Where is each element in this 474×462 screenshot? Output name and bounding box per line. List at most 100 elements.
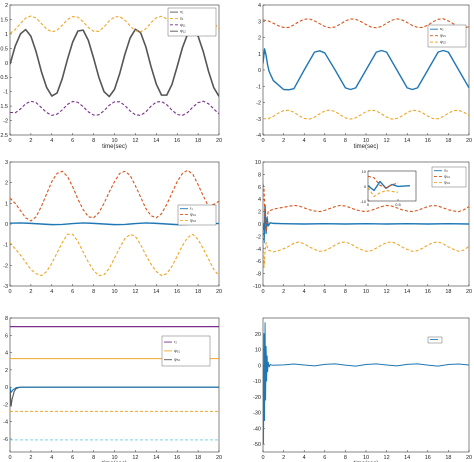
series-line-3 <box>10 100 219 116</box>
x-tick-label: 16 <box>174 455 180 461</box>
legend-label: ψ₄₂ <box>444 179 450 184</box>
y-tick-label: -50 <box>253 442 261 448</box>
y-tick-label: -1 <box>3 243 8 249</box>
y-tick-label: 10 <box>362 169 367 174</box>
y-tick-label: 8 <box>5 316 8 322</box>
y-tick-label: -2 <box>3 402 8 408</box>
series-line-2 <box>368 175 399 189</box>
x-tick-label: 18 <box>445 455 451 461</box>
x-tick-label: 8 <box>92 455 95 461</box>
y-tick-label: 1 <box>5 201 8 207</box>
x-tick-label: 18 <box>445 138 451 144</box>
y-tick-label: -1 <box>256 84 261 90</box>
y-tick-label: 4 <box>258 197 261 203</box>
y-tick-label: -30 <box>253 411 261 417</box>
x-tick-label: 0 <box>8 138 11 144</box>
x-tick-label: 12 <box>384 455 390 461</box>
x-tick-label: 10 <box>363 455 369 461</box>
legend-label: r₁ <box>190 206 193 211</box>
series-line-4 <box>10 386 219 393</box>
legend-label: ψ₄₁ <box>444 174 450 179</box>
x-tick-label: 8 <box>92 138 95 144</box>
legend-box <box>177 204 217 226</box>
legend-box <box>427 24 467 48</box>
x-tick-label: 6 <box>323 455 326 461</box>
x-tick-label: 4 <box>303 289 306 295</box>
x-tick-label: 0 <box>261 138 264 144</box>
x-tick-label: 20 <box>466 289 472 295</box>
x-tick-label: 0 <box>8 289 11 295</box>
x-tick-label: 14 <box>404 289 410 295</box>
y-tick-label: 2 <box>258 210 261 216</box>
x-axis-label: time(sec) <box>102 144 127 150</box>
x-tick-label: 18 <box>445 289 451 295</box>
x-tick-label: 12 <box>384 289 390 295</box>
y-tick-label: 6 <box>5 333 8 339</box>
x-tick-label: 18 <box>195 455 201 461</box>
x-tick-label: 2 <box>29 455 32 461</box>
x-tick-label: 14 <box>153 138 159 144</box>
y-tick-label: 1.5 <box>0 17 8 23</box>
x-tick-label: 20 <box>466 455 472 461</box>
x-tick-label: 12 <box>384 138 390 144</box>
y-tick-label: -10 <box>253 284 261 290</box>
y-tick-label: 0.5 <box>0 46 8 52</box>
x-tick-label: 16 <box>174 138 180 144</box>
x-tick-label: 8 <box>344 138 347 144</box>
legend-label: x₁ <box>180 9 184 14</box>
x-tick-label: 14 <box>404 138 410 144</box>
x-tick-label: 20 <box>216 138 222 144</box>
y-tick-label: 3 <box>258 19 261 25</box>
x-tick-label: 10 <box>363 289 369 295</box>
x-tick-label: 10 <box>111 289 117 295</box>
x-tick-label: 16 <box>174 289 180 295</box>
x-tick-label: 2 <box>282 455 285 461</box>
x-tick-label: 0 <box>261 289 264 295</box>
subplot-2: 0 2 4 6 8 10 12 14 16 18 20-4-3-2-101234time(sec)s… <box>256 3 472 150</box>
x-tick-label: 10 <box>111 455 117 461</box>
x-tick-label: 2 <box>29 289 32 295</box>
y-tick-label: 2 <box>5 181 8 187</box>
series-line-2 <box>263 18 469 29</box>
y-tick-label: -6 <box>3 437 8 443</box>
x-tick-label: 4 <box>50 138 53 144</box>
y-tick-label: -10 <box>360 199 367 204</box>
x-tick-label: 12 <box>132 455 138 461</box>
y-tick-label: -40 <box>253 426 261 432</box>
x-tick-label: 0 <box>367 202 370 207</box>
y-tick-label: 1 <box>258 52 261 58</box>
x-tick-label: 6 <box>71 138 74 144</box>
y-tick-label: -6 <box>256 259 261 265</box>
y-tick-label: -20 <box>253 395 261 401</box>
y-tick-label: -2 <box>256 101 261 107</box>
series-line-3 <box>263 109 469 120</box>
y-tick-label: 10 <box>255 348 261 354</box>
x-tick-label: 10 <box>111 138 117 144</box>
y-tick-label: -1.5 <box>0 104 8 110</box>
x-tick-label: 8 <box>344 455 347 461</box>
y-tick-label: -4 <box>3 420 8 426</box>
x-tick-label: 16 <box>425 455 431 461</box>
x-tick-label: 4 <box>303 455 306 461</box>
legend-box <box>431 166 467 188</box>
legend-label: r₂ <box>174 339 177 344</box>
legend-label: s₁ <box>180 15 184 20</box>
y-tick-label: 0 <box>258 363 261 369</box>
x-tick-label: 8 <box>344 289 347 295</box>
y-tick-label: 0 <box>5 222 8 228</box>
y-tick-label: 4 <box>258 3 261 9</box>
y-tick-label: -1 <box>3 90 8 96</box>
x-tick-label: 2 <box>282 289 285 295</box>
x-tick-label: 6 <box>323 138 326 144</box>
subplot-1: 0 2 4 6 8 10 12 14 16 18 20 -2.5 -2 -1.5 -1 -0.5 0 0.5 1 1.… <box>0 3 222 150</box>
legend-label: s₃ <box>444 168 448 173</box>
x-tick-label: 12 <box>132 138 138 144</box>
x-tick-label: 6 <box>71 455 74 461</box>
series-line-2 <box>10 169 219 222</box>
y-tick-label: 2 <box>5 368 8 374</box>
legend-label: ψ₂₂ <box>440 39 446 44</box>
